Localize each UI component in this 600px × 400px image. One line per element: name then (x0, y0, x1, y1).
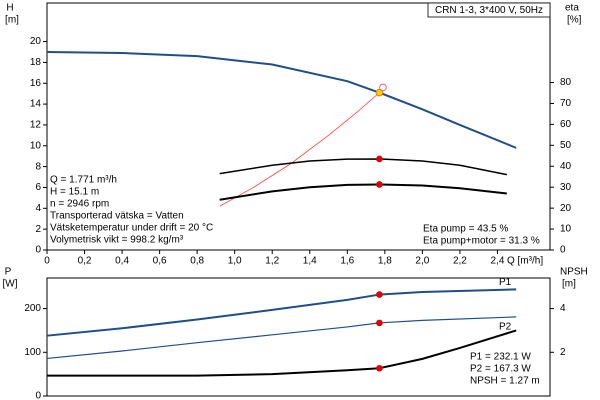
x-tick-label: 2,2 (453, 256, 467, 267)
curve (46, 316, 517, 360)
y-axis-label: H (6, 3, 13, 14)
info-text: H = 15.1 m (50, 187, 99, 198)
y-tick-label: 14 (30, 99, 42, 110)
duty-point (376, 319, 383, 327)
x-tick-label: 0,8 (190, 256, 204, 267)
info-text: Volymetrisk vikt = 998.2 kg/m³ (50, 235, 184, 246)
x-tick-label: 1,8 (378, 256, 392, 267)
y2-tick-label: 20 (560, 203, 572, 214)
info-text: P2 = 167.3 W (470, 364, 531, 375)
x-tick-label: 1,2 (265, 256, 279, 267)
duty-point (376, 181, 383, 188)
y2-tick-label: 10 (560, 224, 572, 235)
x-tick-label: 2,0 (415, 256, 429, 267)
info-text: Eta pump+motor = 31.3 % (423, 236, 540, 247)
y-axis-unit: [W] (3, 279, 18, 290)
x-tick-label: 0,6 (153, 256, 167, 267)
duty-point (379, 83, 387, 92)
info-text: Eta pump = 43.5 % (423, 224, 508, 235)
y2-axis-unit: [m] (562, 279, 576, 290)
y2-axis-label: eta (565, 3, 579, 14)
y-axis-unit: [m] (5, 15, 19, 26)
curve (46, 288, 517, 337)
info-text: Q = 1.771 m³/h (50, 175, 117, 186)
curve (219, 158, 507, 176)
y-tick-label: 200 (24, 303, 41, 314)
y-tick-label: 100 (24, 347, 41, 358)
y2-tick-label: 30 (560, 182, 572, 193)
duty-point (376, 364, 383, 372)
y-tick-label: 12 (30, 120, 42, 131)
curve-label: P1 (499, 277, 512, 288)
duty-point (376, 155, 383, 163)
y2-tick-label: 0 (560, 245, 566, 256)
y2-tick-label: 40 (560, 161, 572, 172)
y-tick-label: 20 (30, 36, 42, 47)
y-tick-label: 18 (30, 57, 42, 68)
y-tick-label: 16 (30, 78, 42, 89)
info-text: P1 = 232.1 W (470, 352, 531, 363)
x-tick-label: 2,4 (490, 256, 504, 267)
y2-tick-label: 2 (560, 347, 566, 358)
y-tick-label: 0 (35, 245, 41, 256)
y2-tick-label: 70 (560, 98, 572, 109)
y-tick-label: 4 (35, 203, 41, 214)
y2-axis-unit: [%] (567, 15, 582, 26)
y-tick-label: 6 (35, 182, 41, 193)
y-tick-label: 10 (30, 140, 42, 151)
title-box (427, 2, 551, 18)
x-axis-label: Q [m³/h] (507, 256, 543, 267)
info-text: Vätsketemperatur under drift = 20 °C (50, 223, 213, 234)
x-tick-label: 0,2 (78, 256, 92, 267)
x-tick-label: 1,0 (228, 256, 242, 267)
duty-point (376, 291, 383, 298)
curve (47, 329, 517, 377)
y2-tick-label: 50 (560, 140, 572, 151)
y-tick-label: 8 (35, 161, 41, 172)
y-tick-label: 0 (35, 391, 41, 400)
curve (219, 92, 380, 207)
y2-tick-label: 80 (560, 77, 572, 88)
curve (219, 183, 507, 201)
plot-frame (46, 2, 551, 251)
info-text: NPSH = 1.27 m (470, 376, 540, 387)
y-tick-label: 2 (35, 224, 41, 235)
curve (46, 50, 517, 149)
curve-label: P2 (499, 322, 512, 333)
x-tick-label: 1,4 (303, 256, 317, 267)
y-axis-label: P (5, 267, 12, 278)
duty-point (375, 88, 384, 97)
chart-title: CRN 1-3, 3*400 V, 50Hz (435, 5, 543, 16)
x-tick-label: 0 (44, 256, 50, 267)
plot-frame (46, 277, 551, 397)
y2-axis-label: NPSH (560, 267, 588, 278)
y2-tick-label: 60 (560, 119, 572, 130)
x-tick-label: 0,4 (115, 256, 129, 267)
y2-tick-label: 4 (560, 303, 566, 314)
x-tick-label: 1,6 (340, 256, 354, 267)
info-text: n = 2946 rpm (50, 199, 109, 210)
info-text: Transporterad vätska = Vatten (50, 211, 184, 222)
